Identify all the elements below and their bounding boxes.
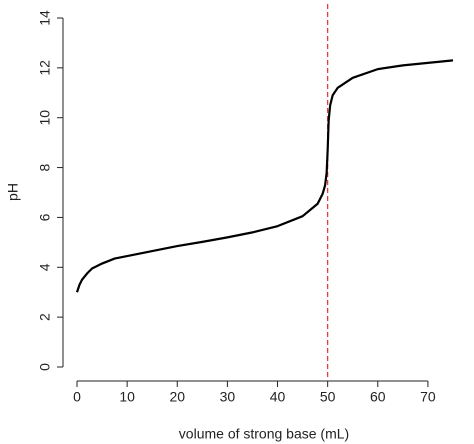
x-tick-label: 50 <box>320 389 336 405</box>
x-tick-label: 10 <box>119 389 135 405</box>
y-tick-label: 14 <box>37 10 53 26</box>
x-tick-label: 30 <box>220 389 236 405</box>
y-axis-label: pH <box>5 183 21 201</box>
y-tick-label: 10 <box>37 110 53 126</box>
x-tick-label: 20 <box>169 389 185 405</box>
x-tick-label: 70 <box>420 389 436 405</box>
x-tick-label: 40 <box>270 389 286 405</box>
y-tick-label: 6 <box>37 213 53 221</box>
y-tick-label: 12 <box>37 60 53 76</box>
y-tick-label: 8 <box>37 163 53 171</box>
x-tick-label: 0 <box>73 389 81 405</box>
x-tick-label: 60 <box>370 389 386 405</box>
y-tick-label: 2 <box>37 313 53 321</box>
x-axis-label: volume of strong base (mL) <box>179 426 349 442</box>
y-tick-label: 0 <box>37 363 53 371</box>
data-line <box>75 59 454 293</box>
y-tick-label: 4 <box>37 263 53 271</box>
